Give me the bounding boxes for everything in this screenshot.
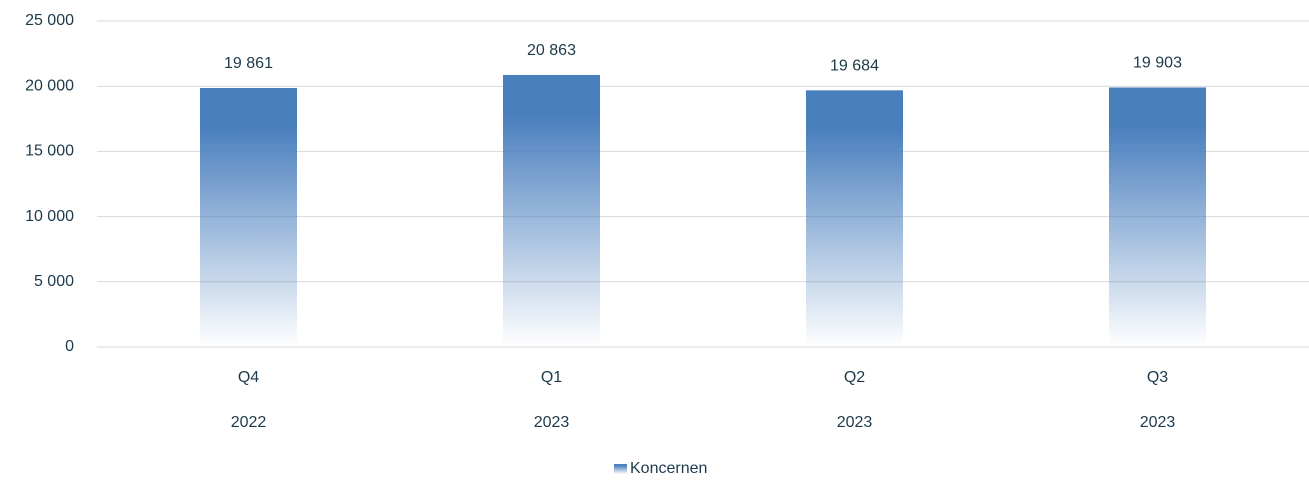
y-tick-label: 25 000 — [25, 12, 74, 29]
legend-swatch — [614, 464, 627, 474]
x-tick-label: 2023 — [1140, 414, 1176, 431]
x-tick-label: Q2 — [844, 369, 865, 386]
x-tick-label: Q1 — [541, 369, 562, 386]
y-tick-label: 5 000 — [34, 273, 74, 290]
data-label: 19 861 — [224, 55, 273, 72]
bar — [200, 88, 297, 347]
x-tick-label: Q3 — [1147, 369, 1168, 386]
y-tick-label: 15 000 — [25, 143, 74, 160]
y-tick-label: 10 000 — [25, 208, 74, 225]
x-tick-label: 2023 — [837, 414, 873, 431]
data-label: 19 903 — [1133, 55, 1182, 72]
bar — [503, 74, 600, 348]
data-label: 19 684 — [830, 58, 879, 75]
x-tick-label: Q4 — [238, 369, 259, 386]
bar — [1109, 87, 1206, 348]
x-tick-label: 2023 — [534, 414, 570, 431]
legend-label: Koncernen — [630, 460, 707, 477]
bar — [806, 90, 903, 347]
x-tick-label: 2022 — [231, 414, 267, 431]
y-tick-label: 20 000 — [25, 77, 74, 94]
y-tick-label: 0 — [65, 338, 74, 355]
data-label: 20 863 — [527, 42, 576, 59]
